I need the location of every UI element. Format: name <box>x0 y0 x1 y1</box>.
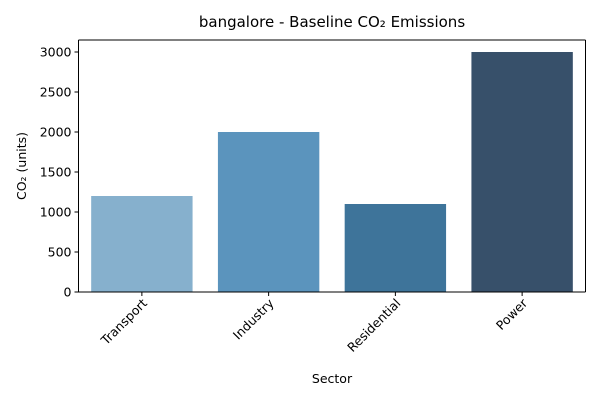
y-axis-ticks: 0 500 1000 1500 2000 2500 3000 <box>40 45 79 300</box>
x-axis-ticks: Transport Industry Residential Power <box>97 292 531 355</box>
bar-industry <box>217 132 320 292</box>
y-tick-label: 2500 <box>40 85 72 100</box>
y-tick-label: 1000 <box>40 205 72 220</box>
x-tick-label: Power <box>493 295 531 333</box>
bar-power <box>471 52 573 292</box>
x-tick-label: Residential <box>344 296 403 355</box>
bars-group <box>91 52 573 292</box>
y-tick-label: 2000 <box>40 125 72 140</box>
x-axis-title: Sector <box>312 371 353 386</box>
x-tick-label: Industry <box>230 295 277 342</box>
y-tick-label: 0 <box>64 285 72 300</box>
y-tick-label: 500 <box>48 245 72 260</box>
bar-transport <box>91 196 193 292</box>
y-axis-title: CO₂ (units) <box>14 132 29 200</box>
y-tick-label: 3000 <box>40 45 72 60</box>
y-tick-label: 1500 <box>40 165 72 180</box>
bar-residential <box>344 204 447 292</box>
x-tick-label: Transport <box>97 295 150 348</box>
chart-title: bangalore - Baseline CO₂ Emissions <box>199 13 465 31</box>
